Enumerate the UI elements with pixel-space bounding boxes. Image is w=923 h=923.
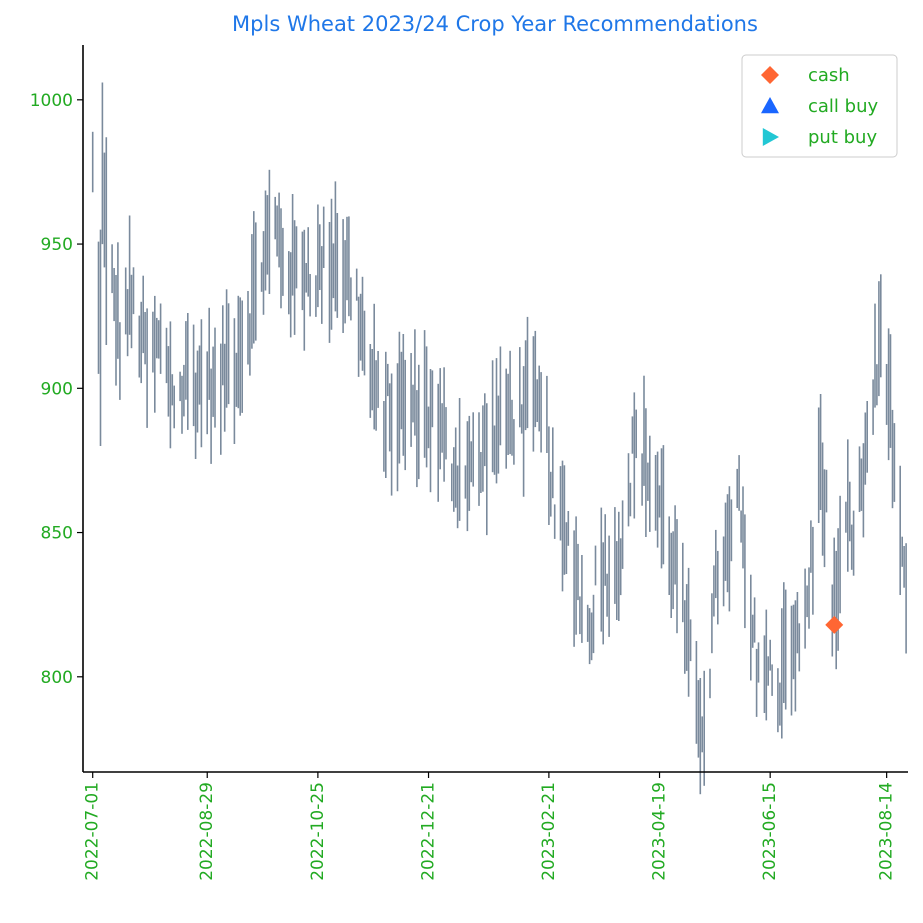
legend-label: call buy: [808, 96, 878, 117]
x-tick-label: 2022-07-01: [83, 782, 103, 881]
legend-box: [741, 54, 898, 158]
legend: cash call buy put buy: [741, 54, 898, 158]
legend-put-buy-icon: [762, 128, 779, 146]
legend-cash-icon: [761, 66, 779, 84]
legend-label: cash: [808, 65, 850, 86]
recommendation-markers: [825, 615, 844, 634]
x-tick-label: 2023-02-21: [539, 782, 559, 881]
legend-call-buy-icon: [761, 97, 779, 114]
x-tick-label: 2023-04-19: [650, 782, 670, 881]
chart-title: Mpls Wheat 2023/24 Crop Year Recommendat…: [232, 12, 758, 36]
y-tick-label: 850: [41, 524, 73, 544]
y-tick-label: 800: [41, 668, 73, 688]
y-tick-label: 1000: [30, 91, 73, 111]
x-tick-label: 2022-12-21: [419, 782, 439, 881]
cash-marker: [825, 615, 844, 634]
y-tick-label: 950: [41, 235, 73, 255]
price-range-bars: [91, 82, 907, 795]
x-tick-label: 2023-08-14: [877, 782, 897, 881]
y-tick-label: 900: [41, 379, 73, 399]
x-tick-label: 2023-06-15: [760, 782, 780, 881]
x-axis-ticks: 2022-07-01 2022-08-29 2022-10-25 2022-12-21…: [83, 772, 897, 881]
legend-label: put buy: [808, 127, 877, 148]
x-tick-label: 2022-10-25: [308, 782, 328, 881]
y-axis-ticks: 800 850 900 950 1000: [30, 91, 83, 688]
x-tick-label: 2022-08-29: [197, 782, 217, 881]
